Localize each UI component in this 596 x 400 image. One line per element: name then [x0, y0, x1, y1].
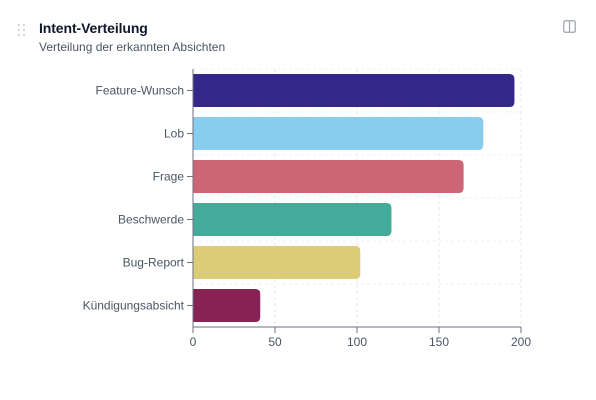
x-tick-label: 200 — [511, 335, 531, 349]
chart-subtitle: Verteilung der erkannten Absichten — [39, 40, 226, 54]
x-tick-label: 150 — [429, 335, 449, 349]
y-tick-label: Kündigungsabsicht — [83, 299, 185, 313]
y-tick-label: Feature-Wunsch — [96, 84, 184, 98]
y-tick-label: Frage — [153, 170, 185, 184]
bar[interactable] — [193, 289, 261, 322]
bar[interactable] — [193, 160, 464, 193]
bar[interactable] — [193, 203, 392, 236]
bar[interactable] — [193, 74, 515, 107]
y-tick-label: Lob — [164, 127, 184, 141]
x-tick-label: 100 — [347, 335, 367, 349]
y-tick-label: Bug-Report — [123, 256, 185, 270]
bar[interactable] — [193, 246, 361, 279]
expand-icon[interactable] — [563, 20, 576, 33]
bar[interactable] — [193, 117, 484, 150]
x-tick-label: 50 — [268, 335, 282, 349]
y-tick-label: Beschwerde — [118, 213, 184, 227]
chart-title: Intent-Verteilung — [39, 20, 148, 36]
drag-handle-icon[interactable] — [18, 24, 26, 38]
x-tick-label: 0 — [190, 335, 197, 349]
